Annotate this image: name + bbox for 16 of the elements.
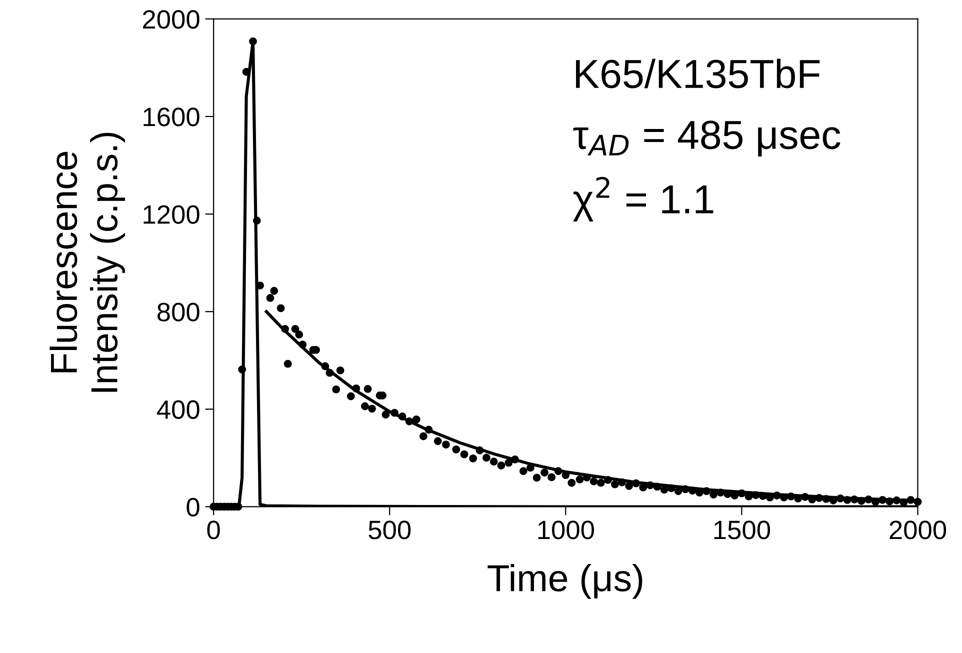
y-tick-label: 2000: [143, 10, 200, 29]
y-tick-label: 800: [157, 302, 200, 322]
x-tick-label: 500: [368, 520, 411, 540]
x-tick-label: 1500: [714, 520, 770, 540]
x-tick-label: 1000: [538, 520, 594, 540]
annotation: χ$^{2}$ = 1.1: [573, 176, 714, 222]
x-tick-label: 2000: [890, 520, 946, 540]
annotation: K65/K135TbF: [576, 58, 820, 88]
y-tick-label: 400: [156, 400, 200, 419]
y-axis-title: Fluorescence Intensity (c.p.s.): [50, 132, 126, 392]
x-tick-label: 0: [207, 520, 220, 540]
x-axis-title: Time (μs): [488, 564, 642, 599]
y-tick-label: 1200: [144, 205, 200, 224]
y-tick-label: 0: [186, 498, 200, 517]
annotation: τ$_{AD}$ = 485 μsec: [573, 120, 840, 157]
y-tick-label: 1600: [144, 108, 200, 126]
